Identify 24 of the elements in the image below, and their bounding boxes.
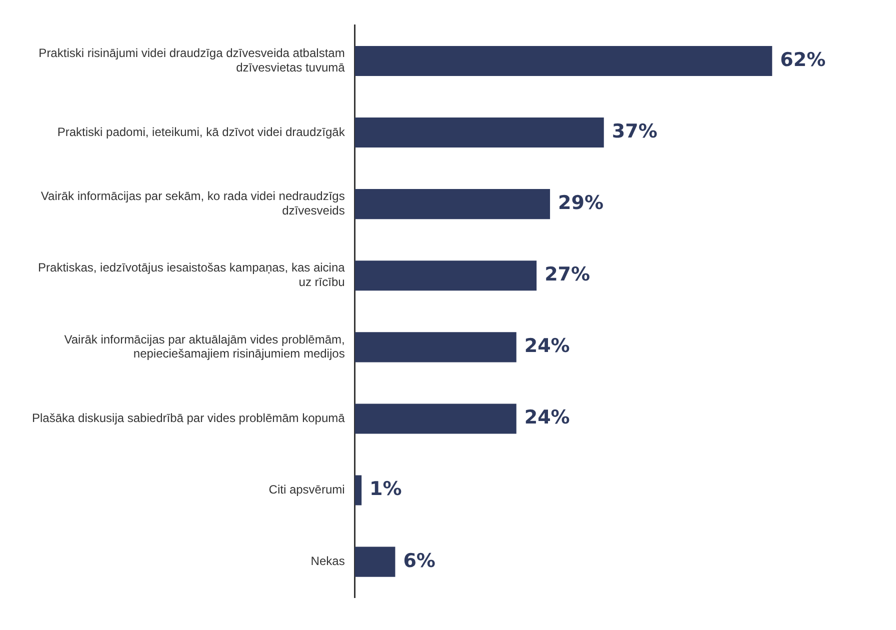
bar — [354, 475, 362, 506]
y-tick-label: Vairāk informācijas par sekām, ko rada videi nedraudzīgs dzīvesveids — [40, 189, 345, 218]
bar — [354, 404, 516, 434]
data-label: 29% — [558, 192, 604, 214]
data-label: 24% — [524, 335, 570, 358]
bar — [354, 546, 396, 577]
bar — [354, 46, 772, 76]
bar — [354, 332, 516, 362]
data-label: 27% — [544, 264, 590, 286]
bar — [354, 260, 537, 291]
bar — [354, 118, 604, 148]
y-tick-label: Praktiskas, iedzīvotājus iesaistošas kampaņas, kas aicina uz rīcību — [38, 260, 346, 290]
bar — [354, 189, 550, 220]
data-label: 6% — [403, 550, 436, 572]
data-label: 24% — [524, 406, 570, 429]
y-tick-label: Praktiski risinājumi videi draudzīga dzīvesveida atbalstam dzīvesvietas tuvumā — [38, 46, 346, 74]
data-label: 1% — [370, 478, 402, 500]
data-label: 37% — [612, 120, 658, 142]
y-tick-label: Praktiski padomi, ieteikumi, kā dzīvot videi draudzīgāk — [57, 124, 346, 139]
y-tick-label: Vairāk informācijas par aktuālajām vides problēmām, nepieciešamajiem risinājumiem medijos — [64, 332, 345, 361]
y-tick-label: Plašāka diskusija sabiedrībā par vides problēmām kopumā — [32, 411, 346, 426]
data-label: 62% — [780, 48, 826, 71]
y-tick-label: Citi apsvērumi — [268, 482, 345, 497]
y-tick-label: Nekas — [310, 554, 345, 568]
